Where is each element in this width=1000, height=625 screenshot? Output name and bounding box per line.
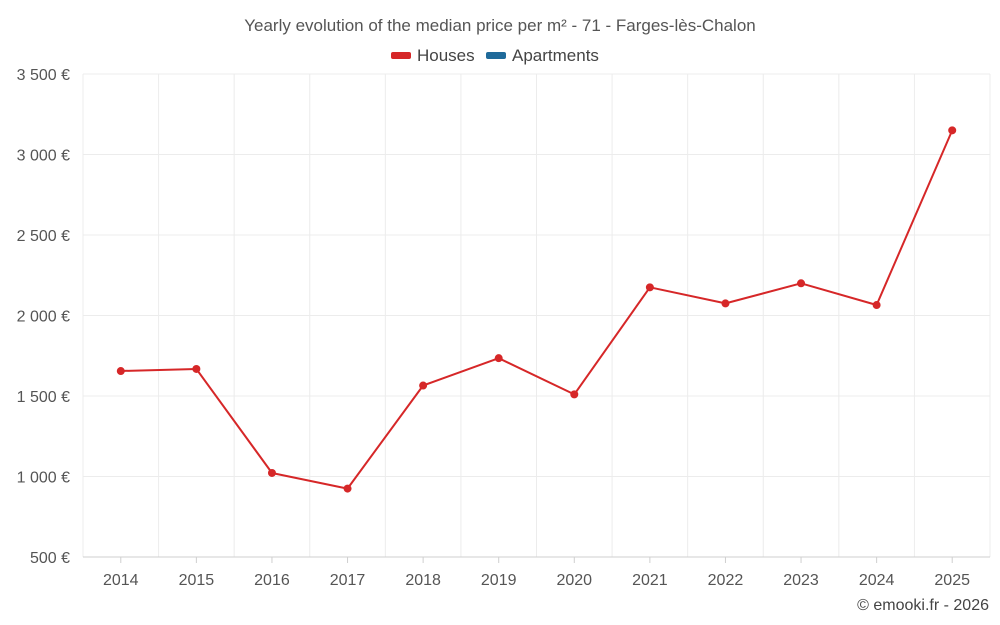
legend: Houses Apartments: [391, 46, 599, 65]
series-line-houses: [120, 130, 954, 490]
x-tick-label: 2017: [330, 572, 366, 589]
data-point-houses-2022[interactable]: [721, 299, 730, 308]
x-tick-label: 2021: [632, 572, 668, 589]
chart-title: Yearly evolution of the median price per…: [244, 16, 756, 35]
data-point-houses-2023[interactable]: [797, 279, 806, 288]
y-tick-label: 1 000 €: [17, 470, 70, 487]
legend-label-apartments: Apartments: [512, 46, 599, 65]
data-point-houses-2025[interactable]: [948, 126, 957, 135]
data-point-houses-2015[interactable]: [192, 364, 201, 373]
legend-label-houses: Houses: [417, 46, 475, 65]
x-tick-label: 2020: [556, 572, 592, 589]
x-tick-label: 2018: [405, 572, 441, 589]
grid: [82, 73, 991, 557]
y-tick-label: 1 500 €: [17, 389, 70, 406]
data-point-houses-2014[interactable]: [116, 367, 125, 376]
legend-item-apartments[interactable]: Apartments: [486, 46, 599, 65]
data-point-houses-2024[interactable]: [872, 301, 881, 310]
x-tick-label: 2023: [783, 572, 819, 589]
x-tick-label: 2016: [254, 572, 290, 589]
legend-swatch-apartments: [486, 52, 506, 59]
data-point-houses-2020[interactable]: [570, 390, 579, 399]
x-tick-label: 2022: [708, 572, 744, 589]
legend-item-houses[interactable]: Houses: [391, 46, 475, 65]
credit: © emooki.fr - 2026: [857, 597, 989, 614]
data-point-houses-2018[interactable]: [419, 381, 428, 390]
legend-swatch-houses: [391, 52, 411, 59]
x-tick-label: 2025: [934, 572, 970, 589]
data-point-houses-2019[interactable]: [494, 354, 503, 363]
x-tick-label: 2024: [859, 572, 895, 589]
y-tick-label: 3 500 €: [17, 67, 70, 84]
x-tick-label: 2014: [103, 572, 139, 589]
y-tick-label: 3 000 €: [17, 148, 70, 165]
x-tick-label: 2015: [179, 572, 215, 589]
x-axis-ticks: 2014 2015 2016 2017 2018 2019 2020 2021 2022 2023…: [103, 557, 970, 589]
y-tick-label: 2 500 €: [17, 228, 70, 245]
x-tick-label: 2019: [481, 572, 517, 589]
data-point-houses-2016[interactable]: [267, 468, 276, 477]
y-tick-label: 2 000 €: [17, 309, 70, 326]
data-point-houses-2017[interactable]: [343, 484, 352, 493]
series-layer: [116, 126, 957, 493]
data-point-houses-2021[interactable]: [645, 283, 654, 292]
y-tick-label: 500 €: [30, 550, 70, 567]
y-axis-ticks: 500 € 1 000 € 1 500 € 2 000 € 2 500 € 3 000 €…: [17, 67, 70, 567]
